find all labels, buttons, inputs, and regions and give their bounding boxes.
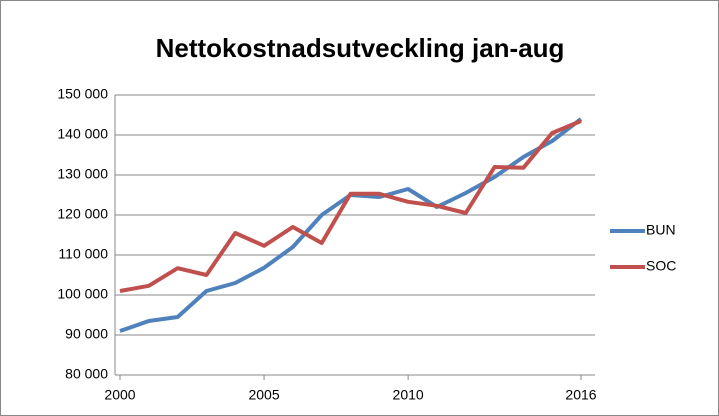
y-tick-label: 110 000 [58,246,108,262]
x-tick-label: 2016 [565,387,596,403]
y-tick-label: 130 000 [57,166,108,182]
y-tick-label: 150 000 [57,86,108,102]
x-tick-label: 2010 [393,387,424,403]
legend-label: SOC [646,258,676,274]
y-tick-label: 90 000 [65,326,108,342]
chart-title: Nettokostnadsutveckling jan-aug [156,33,565,63]
x-tick-label: 2000 [104,387,135,403]
legend-label: BUN [646,222,676,238]
x-tick-label: 2005 [248,387,279,403]
y-tick-label: 140 000 [57,126,108,142]
y-tick-label: 80 000 [65,366,108,382]
y-tick-label: 120 000 [57,206,108,222]
y-tick-label: 100 000 [57,286,108,302]
series-line [119,119,582,293]
